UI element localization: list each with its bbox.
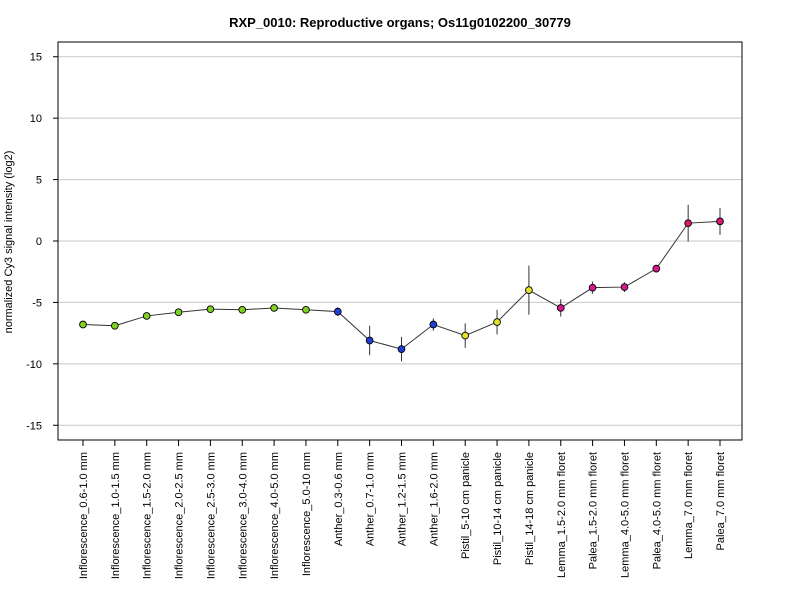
y-tick-label: -5 xyxy=(32,297,42,309)
x-tick-label: Inflorescence_1.0-1.5 mm xyxy=(110,452,122,579)
x-tick-label: Anther_0.3-0.6 mm xyxy=(333,452,345,546)
x-tick-label: Pistil_5-10 cm panicle xyxy=(460,452,472,559)
x-tick-label: Pistil_10-14 cm panicle xyxy=(492,452,504,565)
data-point xyxy=(110,321,119,330)
data-point xyxy=(429,320,438,329)
data-point xyxy=(397,345,406,353)
data-point xyxy=(238,305,247,314)
data-point xyxy=(652,264,661,273)
data-point xyxy=(461,331,470,340)
x-tick-label: Inflorescence_5.0-10 mm xyxy=(301,452,313,576)
x-tick-label: Inflorescence_3.0-4.0 mm xyxy=(237,452,249,579)
x-axis: Inflorescence_0.6-1.0 mm Inflorescence_1.… xyxy=(78,440,727,579)
data-point xyxy=(620,283,629,291)
x-tick-label: Palea_4.0-5.0 mm floret xyxy=(651,452,663,569)
data-point xyxy=(588,283,597,292)
x-tick-label: Lemma_4.0-5.0 mm floret xyxy=(619,452,631,578)
data-point xyxy=(206,305,215,314)
chart-title: RXP_0010: Reproductive organs; Os11g0102… xyxy=(229,15,571,30)
data-point xyxy=(270,304,278,312)
data-series xyxy=(79,204,724,362)
x-tick-label: Inflorescence_4.0-5.0 mm xyxy=(269,452,281,579)
x-tick-label: Palea_7.0 mm floret xyxy=(715,452,727,550)
y-tick-label: 15 xyxy=(30,52,42,64)
x-tick-label: Lemma_1.5-2.0 mm floret xyxy=(556,452,568,578)
y-axis: -15 -10 -5 0 5 10 15 xyxy=(26,52,58,432)
data-point xyxy=(493,318,501,326)
data-point xyxy=(333,307,342,316)
x-tick-label: Anther_1.2-1.5 mm xyxy=(397,452,409,546)
y-axis-label: normalized Cy3 signal intensity (log2) xyxy=(3,151,15,334)
y-tick-label: 0 xyxy=(36,236,42,248)
y-tick-label: -10 xyxy=(26,359,42,371)
data-point xyxy=(142,312,151,320)
x-tick-label: Anther_1.6-2.0 mm xyxy=(428,452,440,546)
x-tick-label: Inflorescence_2.0-2.5 mm xyxy=(174,452,186,579)
data-point xyxy=(79,320,87,329)
data-point xyxy=(525,286,533,294)
x-tick-label: Inflorescence_0.6-1.0 mm xyxy=(78,452,90,579)
grid-lines xyxy=(58,56,742,426)
x-tick-label: Lemma_7.0 mm floret xyxy=(683,452,695,559)
data-point xyxy=(365,336,374,345)
x-tick-label: Inflorescence_2.5-3.0 mm xyxy=(205,452,217,579)
y-tick-label: -15 xyxy=(26,420,42,432)
data-point xyxy=(716,217,724,226)
data-point xyxy=(302,305,310,314)
x-tick-label: Pistil_14-18 cm panicle xyxy=(524,452,536,565)
data-point xyxy=(556,304,565,312)
data-point xyxy=(174,308,183,317)
y-tick-label: 10 xyxy=(30,113,42,125)
x-tick-label: Palea_1.5-2.0 mm floret xyxy=(588,452,600,569)
x-tick-label: Anther_0.7-1.0 mm xyxy=(365,452,377,546)
y-tick-label: 5 xyxy=(36,175,42,187)
data-point xyxy=(684,219,693,228)
x-tick-label: Inflorescence_1.5-2.0 mm xyxy=(142,452,154,579)
